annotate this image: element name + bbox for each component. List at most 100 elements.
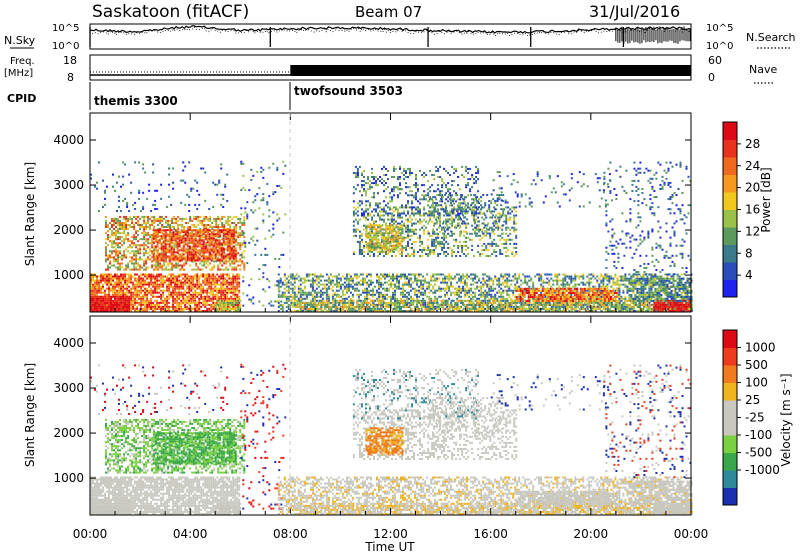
power-cell <box>146 277 149 280</box>
power-cell <box>287 275 290 278</box>
power-cell <box>218 243 221 246</box>
power-cell <box>351 277 354 280</box>
power-cell <box>178 310 181 312</box>
power-cell <box>158 287 161 290</box>
power-cell <box>196 181 199 184</box>
power-cell <box>239 303 242 306</box>
power-cell <box>154 203 157 206</box>
power-cell <box>238 289 241 292</box>
power-cell <box>277 285 280 288</box>
power-cell <box>123 230 126 233</box>
power-cell <box>456 281 459 284</box>
power-cell <box>184 303 187 306</box>
power-cell <box>220 289 223 292</box>
power-cell <box>291 301 294 304</box>
power-cell <box>219 268 222 271</box>
power-cell <box>226 281 229 284</box>
power-cell <box>229 303 232 306</box>
power-cell <box>402 285 404 288</box>
power-cell <box>124 303 127 306</box>
power-cell <box>202 239 205 242</box>
power-cell <box>400 293 402 296</box>
power-cell <box>594 285 597 288</box>
power-cell <box>184 283 187 286</box>
power-cell <box>278 185 281 187</box>
power-cell <box>484 307 487 310</box>
power-cell <box>146 299 149 302</box>
power-cell <box>178 283 181 286</box>
power-cell <box>184 289 187 292</box>
power-cell <box>182 299 185 302</box>
power-cell <box>111 264 113 267</box>
power-cell <box>223 268 226 271</box>
power-cell <box>204 255 207 258</box>
power-cell <box>374 299 376 302</box>
power-cell <box>492 287 495 290</box>
power-cell <box>321 275 324 278</box>
power-cell <box>291 289 294 292</box>
power-cell <box>198 310 201 312</box>
power-cell <box>241 252 244 255</box>
power-cell <box>285 285 288 288</box>
power-cell <box>125 217 128 220</box>
nsearch-tick-bottom: 10^0 <box>706 41 733 52</box>
power-cell <box>147 219 150 222</box>
power-cell <box>182 237 185 240</box>
power-cell <box>303 307 306 310</box>
power-cell <box>392 291 394 294</box>
power-cell <box>424 277 427 280</box>
power-cell <box>108 277 110 280</box>
power-cell <box>598 277 601 280</box>
power-cell <box>394 299 396 302</box>
power-cell <box>162 281 165 284</box>
power-cell <box>305 291 308 294</box>
power-cell <box>476 281 479 284</box>
power-cell <box>544 281 547 284</box>
power-cell <box>382 297 384 300</box>
power-cell <box>212 235 215 238</box>
power-cell <box>145 250 148 253</box>
power-cell <box>212 273 215 276</box>
power-cell <box>185 256 188 259</box>
power-cell <box>188 237 191 240</box>
power-cell <box>347 273 350 276</box>
power-cell <box>124 279 127 282</box>
power-cell <box>225 266 228 269</box>
power-cell <box>122 299 125 302</box>
power-cell <box>206 275 209 278</box>
power-cell <box>141 226 144 228</box>
power-cell <box>158 285 161 288</box>
power-cell <box>228 229 231 232</box>
power-cell <box>176 255 179 258</box>
power-cell <box>502 281 505 284</box>
power-cell <box>331 301 334 304</box>
power-cell <box>534 303 537 306</box>
power-cell <box>153 248 156 251</box>
power-cell <box>444 287 447 290</box>
power-cell <box>90 275 92 278</box>
power-cell <box>188 241 191 244</box>
power-cell <box>303 293 306 296</box>
power-cell <box>198 305 201 308</box>
power-cell <box>239 305 242 308</box>
power-cell <box>239 226 242 228</box>
power-cell <box>230 235 233 238</box>
power-cell <box>221 307 224 310</box>
power-cell <box>532 281 535 284</box>
power-cell <box>388 289 390 292</box>
power-cell <box>283 275 286 278</box>
power-cell <box>341 299 344 302</box>
power-cell <box>177 262 180 265</box>
power-cell <box>169 248 172 251</box>
power-cell <box>202 303 205 306</box>
power-cell <box>154 199 157 202</box>
power-cell <box>186 281 189 284</box>
power-cell <box>218 283 221 286</box>
power-cell <box>205 234 208 237</box>
power-cell <box>596 281 599 284</box>
power-cell <box>212 289 215 292</box>
power-cell <box>211 266 214 269</box>
power-cell <box>198 275 201 278</box>
power-cell <box>209 226 212 228</box>
power-cell <box>192 259 195 262</box>
